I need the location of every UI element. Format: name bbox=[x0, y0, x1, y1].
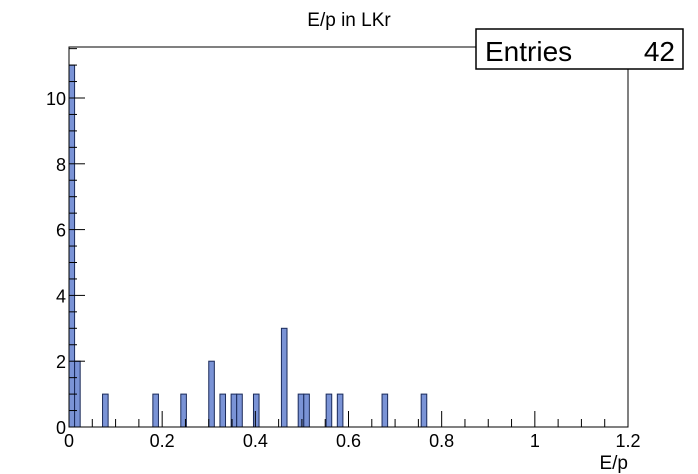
x-tick-label: 0 bbox=[64, 431, 74, 451]
x-tick-label: 0.2 bbox=[150, 431, 175, 451]
x-tick-label: 0.4 bbox=[243, 431, 268, 451]
y-tick-label: 2 bbox=[56, 352, 66, 372]
stats-box-frame bbox=[475, 28, 684, 70]
histogram-bar bbox=[102, 393, 109, 428]
histogram-bar bbox=[236, 393, 243, 428]
y-tick-label: 0 bbox=[56, 418, 66, 438]
histogram-bar bbox=[381, 393, 389, 428]
histogram-bar bbox=[208, 360, 215, 428]
histogram-bar bbox=[297, 393, 305, 428]
histogram-bars bbox=[68, 64, 428, 428]
histogram-bar bbox=[252, 393, 260, 428]
y-tick-label: 6 bbox=[56, 221, 66, 241]
plot-frame bbox=[68, 46, 629, 428]
y-tick-label: 10 bbox=[46, 89, 66, 109]
x-tick-label: 0.6 bbox=[336, 431, 361, 451]
x-axis: 0 0.2 0.4 0.6 0.8 1 1.2 bbox=[64, 411, 641, 451]
y-axis: 0 2 4 6 8 10 bbox=[46, 48, 85, 438]
x-tick-label: 0.8 bbox=[429, 431, 454, 451]
stats-entries-label: Entries bbox=[485, 36, 572, 67]
histogram-bar bbox=[325, 393, 333, 428]
stats-box: Entries 42 bbox=[475, 28, 684, 70]
histogram-bar bbox=[420, 393, 428, 428]
histogram-bar bbox=[152, 393, 159, 428]
histogram-bar bbox=[303, 393, 310, 428]
histogram-bar bbox=[219, 393, 227, 428]
stats-entries-value: 42 bbox=[644, 36, 675, 67]
y-tick-label: 4 bbox=[56, 286, 66, 306]
x-tick-label: 1.2 bbox=[615, 431, 640, 451]
y-tick-label: 8 bbox=[56, 155, 66, 175]
x-tick-label: 1 bbox=[530, 431, 540, 451]
histogram-bar bbox=[336, 393, 344, 428]
chart-title: E/p in LKr bbox=[307, 10, 391, 31]
histogram-bar bbox=[280, 327, 288, 428]
x-axis-label: E/p bbox=[599, 453, 628, 474]
